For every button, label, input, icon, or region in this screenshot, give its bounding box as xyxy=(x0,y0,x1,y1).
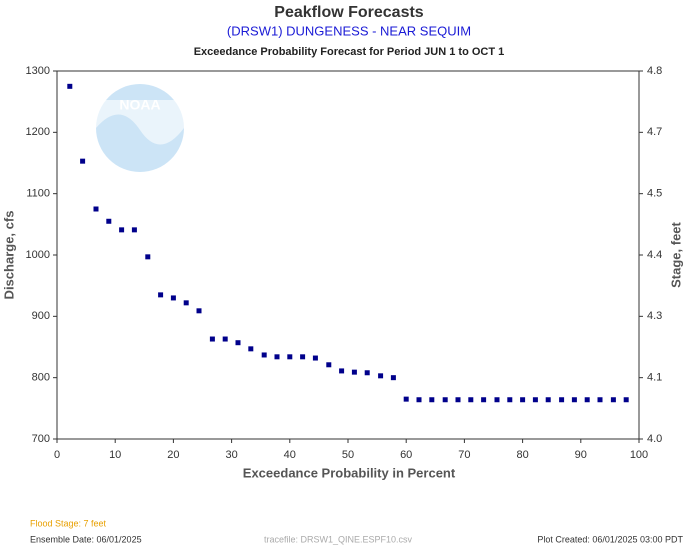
point xyxy=(610,397,616,403)
plot-created: Plot Created: 06/01/2025 03:00 PDT xyxy=(537,534,683,544)
flood-stage: Flood Stage: 7 feet xyxy=(30,518,107,528)
x-tick-label: 40 xyxy=(284,449,296,461)
point xyxy=(80,158,86,164)
x-tick-label: 20 xyxy=(167,449,179,461)
point xyxy=(300,354,306,360)
point xyxy=(67,83,73,89)
point xyxy=(196,308,202,314)
point xyxy=(106,218,112,224)
point xyxy=(507,397,513,403)
y-axis-label: Discharge, cfs xyxy=(1,211,16,300)
point xyxy=(312,355,318,361)
point xyxy=(209,336,215,342)
point xyxy=(145,254,151,260)
point xyxy=(494,397,500,403)
point xyxy=(403,396,409,402)
x-tick-label: 50 xyxy=(342,449,354,461)
point xyxy=(326,362,332,368)
y-tick-label: 700 xyxy=(32,433,50,445)
x-tick-label: 0 xyxy=(54,449,60,461)
point xyxy=(520,397,526,403)
point xyxy=(545,397,551,403)
point xyxy=(119,227,125,233)
y-tick-label: 1100 xyxy=(26,188,50,200)
logo: NOAA xyxy=(96,84,184,172)
point xyxy=(559,397,565,403)
point xyxy=(248,346,254,352)
point xyxy=(93,206,99,212)
logo-gull xyxy=(96,100,184,145)
logo-circle xyxy=(96,84,184,172)
point xyxy=(416,397,422,403)
point xyxy=(287,354,293,360)
y2-axis-label: Stage, feet xyxy=(668,221,683,287)
point xyxy=(623,397,629,403)
point xyxy=(378,373,384,379)
point xyxy=(532,397,538,403)
y2-tick-label: 4.5 xyxy=(647,188,662,200)
point xyxy=(170,295,176,301)
point xyxy=(455,397,461,403)
point xyxy=(261,352,267,358)
point xyxy=(351,369,357,375)
x-tick-label: 30 xyxy=(225,449,237,461)
point xyxy=(131,227,137,233)
y2-tick-label: 4.0 xyxy=(647,433,662,445)
point xyxy=(274,354,280,360)
point xyxy=(235,340,241,346)
point xyxy=(442,397,448,403)
x-tick-label: 100 xyxy=(630,449,648,461)
point xyxy=(571,397,577,403)
x-axis-label: Exceedance Probability in Percent xyxy=(243,465,456,480)
y-tick-label: 900 xyxy=(32,310,50,322)
point xyxy=(364,370,370,376)
point xyxy=(390,375,396,381)
y2-tick-label: 4.8 xyxy=(647,65,662,77)
y-tick-label: 800 xyxy=(32,372,50,384)
point xyxy=(584,397,590,403)
y2-tick-label: 4.7 xyxy=(647,126,662,138)
y-tick-label: 1000 xyxy=(26,249,50,261)
y2-tick-label: 4.1 xyxy=(647,372,662,384)
point xyxy=(183,300,189,306)
x-tick-label: 80 xyxy=(516,449,528,461)
y-tick-label: 1300 xyxy=(26,65,50,77)
point xyxy=(481,397,487,403)
point xyxy=(339,368,345,374)
y-tick-label: 1200 xyxy=(26,126,50,138)
tracefile: tracefile: DRSW1_QINE.ESPF10.csv xyxy=(264,534,413,544)
y2-tick-label: 4.4 xyxy=(647,249,662,261)
x-tick-label: 60 xyxy=(400,449,412,461)
point xyxy=(158,292,164,298)
x-tick-label: 70 xyxy=(458,449,470,461)
x-tick-label: 10 xyxy=(109,449,121,461)
chart-title: Peakflow Forecasts xyxy=(274,4,424,21)
logo-text: NOAA xyxy=(119,97,160,113)
point xyxy=(597,397,603,403)
chart-subtitle: (DRSW1) DUNGENESS - NEAR SEQUIM xyxy=(227,23,471,38)
point xyxy=(429,397,435,403)
x-tick-label: 90 xyxy=(575,449,587,461)
y2-tick-label: 4.3 xyxy=(647,310,662,322)
ensemble-date: Ensemble Date: 06/01/2025 xyxy=(30,534,142,544)
point xyxy=(468,397,474,403)
point xyxy=(222,336,228,342)
period-title: Exceedance Probability Forecast for Peri… xyxy=(194,46,505,58)
